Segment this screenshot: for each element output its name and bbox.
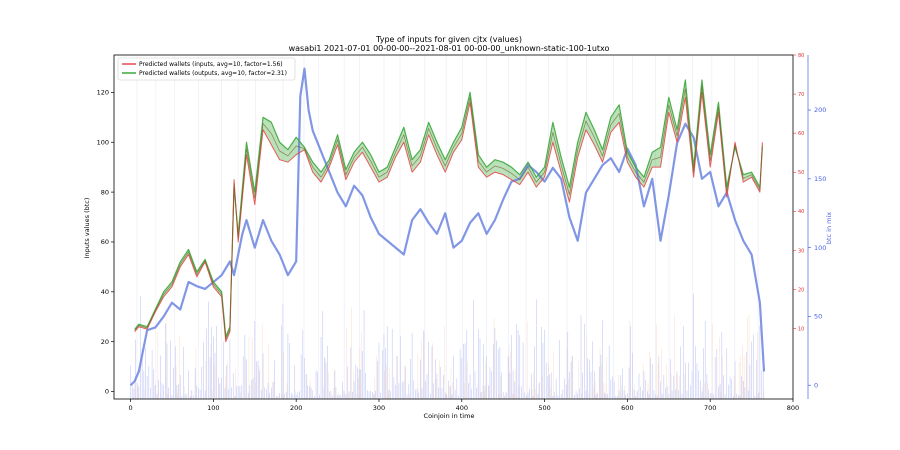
y-axis-mid-ticks: 10 20 30 40 50 60 70 80 — [793, 53, 804, 332]
difference-fill-segment — [279, 142, 288, 163]
legend-box — [117, 57, 296, 81]
inputs-line — [134, 91, 763, 343]
y-mid-tick-label: 20 — [798, 287, 804, 293]
y-axis-left-ticks: 0 20 40 60 80 100 120 — [97, 89, 114, 396]
y-left-tick-label: 80 — [101, 188, 109, 196]
difference-fill-segment — [271, 122, 280, 160]
y-mid-tick-label: 30 — [798, 248, 804, 254]
y-mid-tick-label: 50 — [798, 170, 804, 176]
y-mid-tick-label: 40 — [798, 209, 804, 215]
x-tick-label: 600 — [621, 404, 633, 412]
y-mid-tick-label: 70 — [798, 92, 804, 98]
y-left-tick-label: 100 — [97, 138, 109, 146]
x-tick-label: 100 — [207, 404, 219, 412]
y-left-tick-label: 60 — [101, 238, 109, 246]
background-bars — [130, 55, 765, 399]
x-tick-label: 700 — [704, 404, 716, 412]
difference-fill-segment — [610, 104, 620, 133]
difference-fill-segment — [486, 159, 495, 178]
x-axis-ticks: 0 100 200 300 400 500 600 700 800 — [128, 399, 799, 412]
legend-label-outputs: Predicted wallets (outputs, avg=10, fact… — [139, 70, 287, 77]
y-right-tick-label: 100 — [814, 244, 826, 252]
y-right-tick-label: 50 — [814, 313, 822, 321]
x-axis-label: Coinjoin in time — [424, 412, 475, 420]
y-left-tick-label: 40 — [101, 288, 109, 296]
series-lines — [129, 67, 766, 387]
legend-label-inputs: Predicted wallets (inputs, avg=10, facto… — [139, 61, 283, 68]
x-tick-label: 400 — [456, 404, 468, 412]
y-left-tick-label: 120 — [97, 89, 109, 97]
difference-fill-segment — [478, 154, 487, 178]
x-tick-label: 300 — [373, 404, 385, 412]
legend: Predicted wallets (inputs, avg=10, facto… — [117, 57, 296, 81]
x-tick-label: 0 — [128, 404, 132, 412]
overlap-line — [134, 86, 763, 340]
difference-fill-segment — [263, 117, 272, 145]
y-axis-right-ticks: 0 50 100 150 200 — [807, 55, 826, 399]
y-right-tick-label: 150 — [814, 175, 826, 183]
y-axis-left-label: Inputs values (btc) — [83, 198, 91, 259]
difference-fill-segment — [652, 147, 661, 168]
y-right-tick-label: 0 — [814, 381, 818, 389]
difference-fill-segment — [643, 152, 653, 188]
chart-title: Type of inputs for given cjtx (values) — [375, 35, 522, 44]
y-mid-tick-label: 10 — [798, 326, 804, 332]
y-mid-tick-label: 60 — [798, 131, 804, 137]
y-axis-right-label: btc in mix — [825, 212, 833, 244]
btc-in-mix-line — [129, 67, 766, 387]
x-tick-label: 800 — [787, 404, 799, 412]
plot-area-frame — [113, 54, 794, 400]
y-left-tick-label: 20 — [101, 338, 109, 346]
y-mid-tick-label: 80 — [798, 53, 804, 59]
y-left-tick-label: 0 — [105, 388, 109, 396]
difference-fill-segment — [395, 127, 404, 158]
x-tick-label: 200 — [290, 404, 302, 412]
x-tick-label: 500 — [538, 404, 550, 412]
chart-subtitle: wasabi1 2021-07-01 00-00-00--2021-08-01 … — [289, 44, 610, 53]
y-right-tick-label: 200 — [814, 106, 826, 114]
